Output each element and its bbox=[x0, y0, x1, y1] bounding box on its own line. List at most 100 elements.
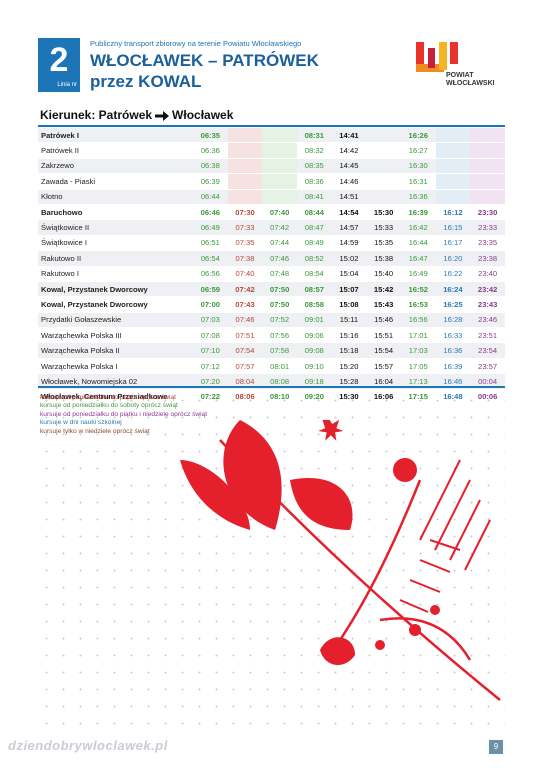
timetable-row: Patrówek II 06:36 08:32 14:42 16:27 bbox=[38, 142, 505, 159]
departure-time: 16:04 bbox=[366, 373, 401, 390]
departure-time bbox=[470, 173, 505, 190]
legend-item: kursuje od poniedziałku do piątku i nied… bbox=[40, 410, 208, 418]
departure-time: 14:54 bbox=[331, 204, 367, 221]
departure-time bbox=[435, 128, 471, 144]
departure-time bbox=[366, 189, 401, 205]
timetable-row: Baruchowo 06:46 07:30 07:40 08:44 14:54 15:30 1… bbox=[38, 204, 505, 221]
line-label: Linia nr bbox=[57, 82, 77, 88]
departure-time: 06:54 bbox=[193, 250, 228, 267]
logo bbox=[416, 42, 458, 72]
departure-time: 15:18 bbox=[331, 342, 367, 359]
departure-time bbox=[262, 128, 297, 144]
legend-item: kursuje od poniedziałku do soboty oprócz… bbox=[40, 402, 178, 410]
timetable-row: Świątkowice II 06:49 07:33 07:42 08:47 14:57 1… bbox=[38, 219, 505, 236]
departure-time: 17:15 bbox=[400, 389, 436, 406]
departure-time: 08:54 bbox=[296, 266, 332, 282]
stop-name: Kowal, Przystanek Dworcowy bbox=[38, 281, 193, 298]
departure-time: 23:35 bbox=[470, 235, 505, 252]
subtitle: Publiczny transport zbiorowy na terenie … bbox=[90, 39, 302, 48]
departure-time: 15:42 bbox=[366, 281, 401, 298]
legend-item: kursuje tylko w niedziele oprócz świąt bbox=[40, 427, 150, 435]
departure-time: 15:28 bbox=[331, 373, 367, 390]
departure-time: 16:25 bbox=[435, 296, 471, 313]
departure-time: 15:16 bbox=[331, 327, 367, 344]
departure-time: 16:28 bbox=[435, 312, 471, 329]
departure-time: 07:46 bbox=[262, 250, 297, 267]
title-line2: przez KOWAL bbox=[90, 72, 202, 91]
departure-time bbox=[470, 158, 505, 175]
timetable-row: Zakrzewo 06:38 08:35 14:45 16:30 bbox=[38, 158, 505, 175]
departure-time: 15:33 bbox=[366, 219, 401, 236]
departure-time: 16:06 bbox=[366, 389, 401, 406]
departure-time: 07:54 bbox=[227, 342, 263, 359]
stop-name: Włocławek, Centrum Przesiadkowe bbox=[38, 389, 193, 406]
departure-time: 16:39 bbox=[435, 358, 471, 375]
timetable-row: Warząchewka Polska III 07:08 07:51 07:56 09:… bbox=[38, 327, 505, 344]
departure-time: 14:51 bbox=[331, 189, 367, 205]
departure-time: 16:33 bbox=[435, 327, 471, 344]
departure-time: 16:56 bbox=[400, 312, 436, 329]
departure-time: 09:18 bbox=[296, 373, 332, 390]
departure-time: 08:10 bbox=[262, 389, 297, 406]
stop-name: Zawada - Piaski bbox=[38, 173, 193, 190]
departure-time bbox=[227, 128, 263, 144]
stop-name: Kowal, Przystanek Dworcowy bbox=[38, 296, 193, 313]
departure-time: 17:03 bbox=[400, 342, 436, 359]
departure-time: 08:32 bbox=[296, 142, 332, 159]
departure-time: 00:06 bbox=[470, 389, 505, 406]
departure-time: 08:52 bbox=[296, 250, 332, 267]
departure-time: 17:01 bbox=[400, 327, 436, 344]
departure-time bbox=[435, 189, 471, 205]
departure-time: 07:03 bbox=[193, 312, 228, 329]
departure-time: 07:48 bbox=[262, 266, 297, 282]
departure-time: 15:02 bbox=[331, 250, 367, 267]
departure-time: 09:10 bbox=[296, 358, 332, 375]
departure-time bbox=[435, 158, 471, 175]
departure-time: 07:10 bbox=[193, 342, 228, 359]
departure-time: 07:40 bbox=[227, 266, 263, 282]
line-number: 2 bbox=[49, 41, 69, 79]
departure-time: 06:51 bbox=[193, 235, 228, 252]
departure-time: 07:50 bbox=[262, 281, 297, 298]
timetable-row: Rakutowo II 06:54 07:38 07:46 08:52 15:02 15:3… bbox=[38, 250, 505, 267]
departure-time: 07:33 bbox=[227, 219, 263, 236]
departure-time: 08:41 bbox=[296, 189, 332, 205]
departure-time bbox=[470, 128, 505, 144]
departure-time bbox=[262, 142, 297, 159]
departure-time: 16:47 bbox=[400, 250, 436, 267]
timetable-row: Zawada - Piaski 06:39 08:36 14:46 16:31 bbox=[38, 173, 505, 190]
timetable: Patrówek I 06:35 08:31 14:41 16:26 Patrówek I… bbox=[38, 128, 505, 406]
departure-time: 07:30 bbox=[227, 204, 263, 221]
departure-time: 08:04 bbox=[227, 373, 263, 390]
departure-time: 16:31 bbox=[400, 173, 436, 190]
departure-time: 07:58 bbox=[262, 342, 297, 359]
direction: Kierunek: Patrówek Włocławek bbox=[40, 108, 233, 122]
departure-time: 14:59 bbox=[331, 235, 367, 252]
departure-time: 16:48 bbox=[435, 389, 471, 406]
departure-time bbox=[470, 142, 505, 159]
stop-name: Świątkowice I bbox=[38, 235, 193, 252]
departure-time: 08:47 bbox=[296, 219, 332, 236]
legend: kursuje od poniedziałku do piątku oprócz… bbox=[40, 394, 207, 436]
departure-time: 16:36 bbox=[435, 342, 471, 359]
departure-time: 07:44 bbox=[262, 235, 297, 252]
timetable-row: Włocławek, Centrum Przesiadkowe 07:22 08:0… bbox=[38, 389, 505, 406]
departure-time: 14:46 bbox=[331, 173, 367, 190]
departure-time: 07:42 bbox=[262, 219, 297, 236]
departure-time: 15:46 bbox=[366, 312, 401, 329]
logo-text: POWIAT WŁOCŁAWSKI bbox=[446, 72, 495, 87]
departure-time: 15:54 bbox=[366, 342, 401, 359]
timetable-row: Kowal, Przystanek Dworcowy 07:00 07:43 07:5… bbox=[38, 296, 505, 313]
departure-time bbox=[227, 189, 263, 205]
departure-time: 07:52 bbox=[262, 312, 297, 329]
departure-time: 15:35 bbox=[366, 235, 401, 252]
departure-time: 15:43 bbox=[366, 296, 401, 313]
departure-time: 07:51 bbox=[227, 327, 263, 344]
departure-time: 23:42 bbox=[470, 281, 505, 298]
departure-time: 08:57 bbox=[296, 281, 332, 298]
direction-label: Kierunek: Patrówek bbox=[40, 108, 153, 122]
departure-time bbox=[262, 158, 297, 175]
timetable-row: Patrówek I 06:35 08:31 14:41 16:26 bbox=[38, 128, 505, 144]
watermark: dziendobrywloclawek.pl bbox=[8, 738, 168, 753]
